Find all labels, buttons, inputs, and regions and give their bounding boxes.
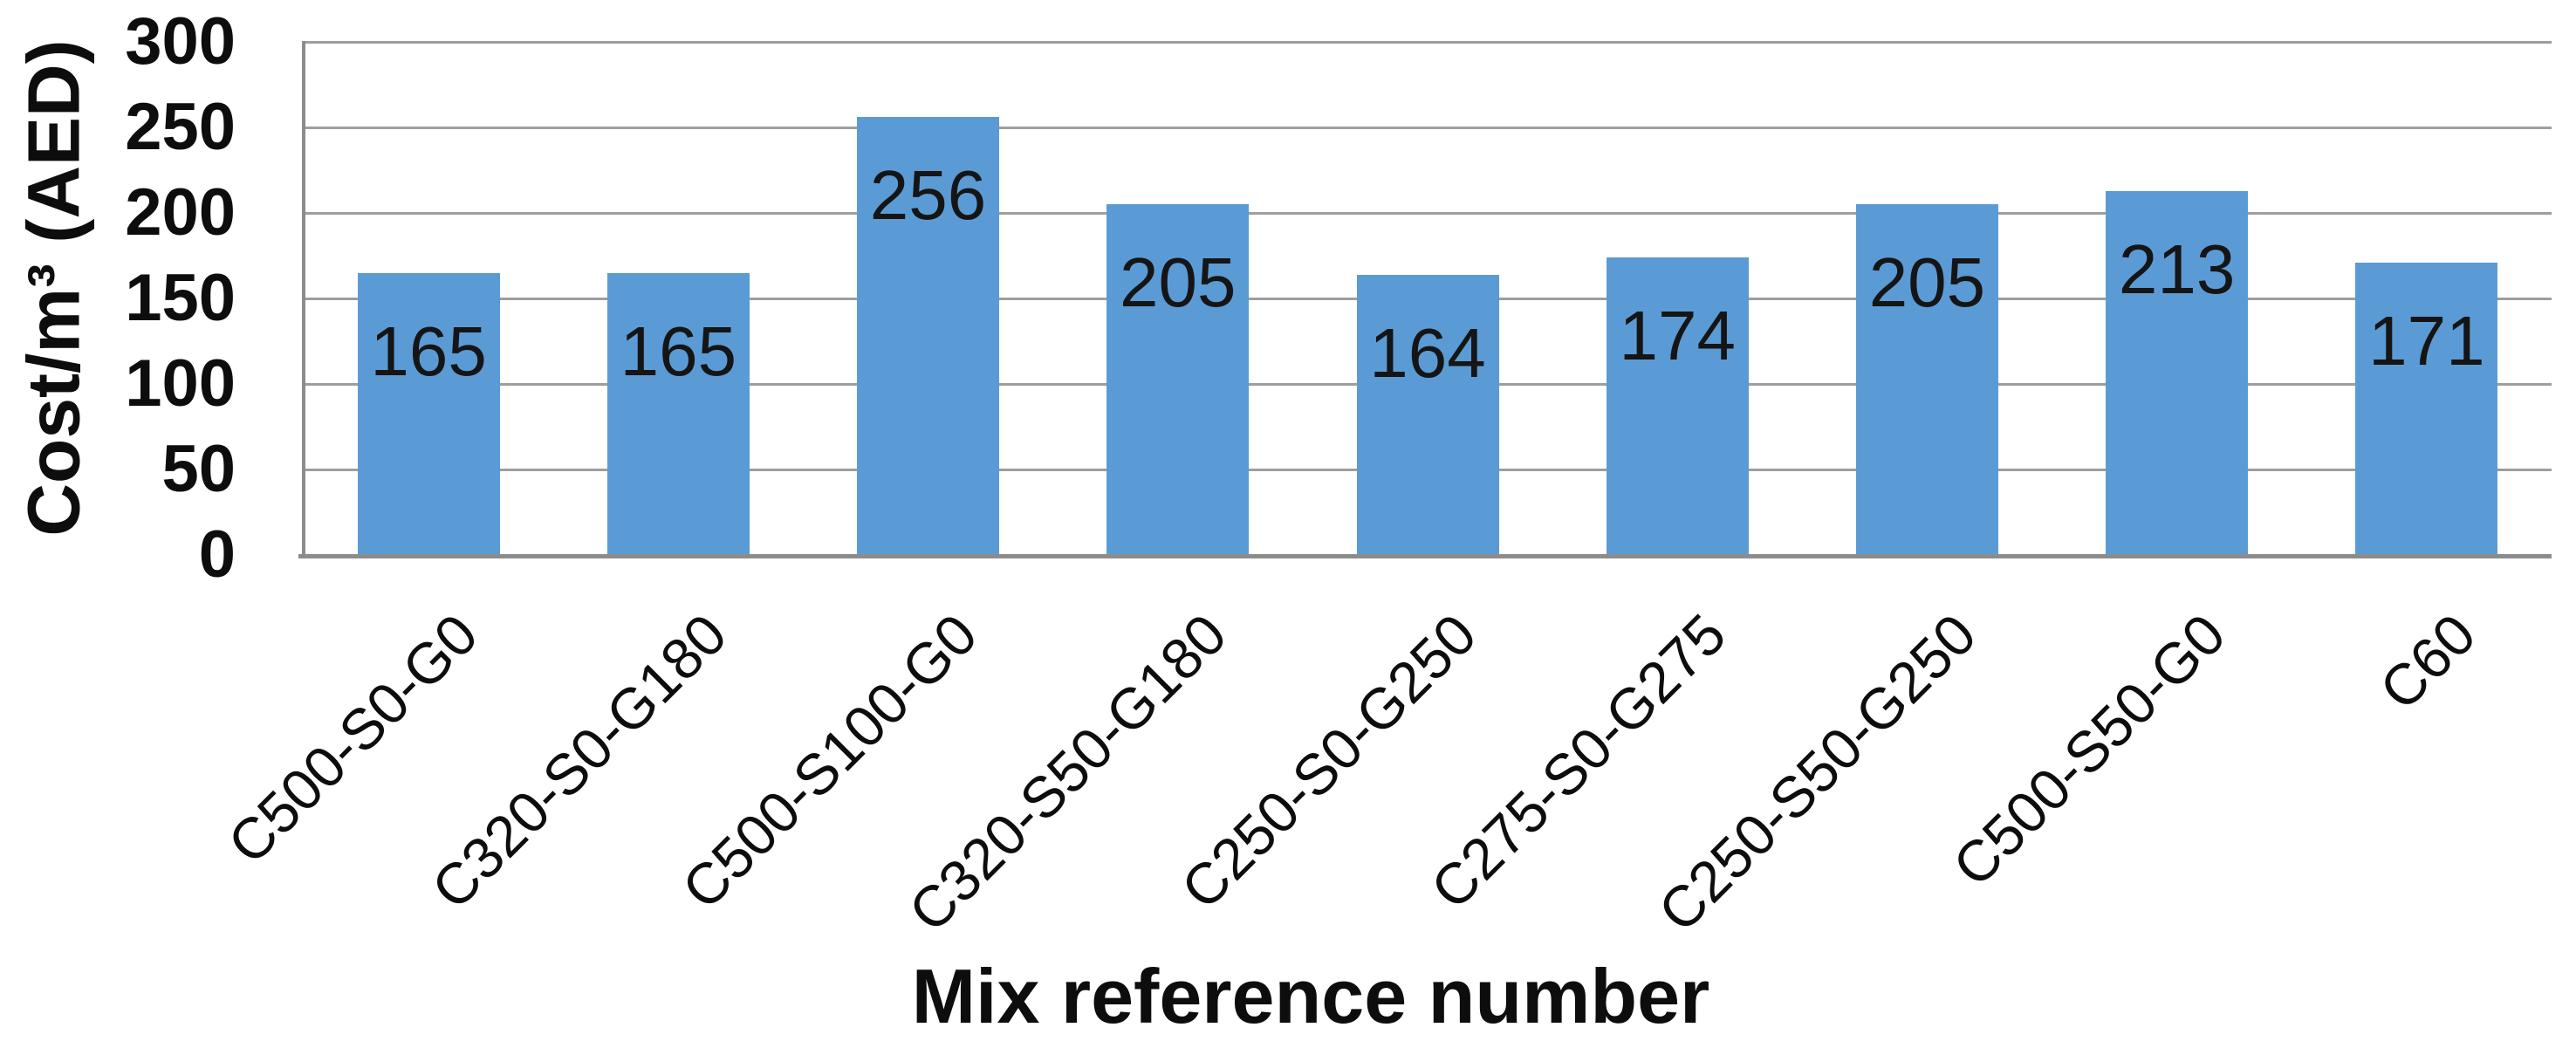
gridline bbox=[304, 126, 2552, 129]
bar bbox=[2355, 262, 2498, 555]
bar bbox=[606, 272, 750, 555]
x-category-label: C60 bbox=[2367, 601, 2488, 723]
y-tick-label: 50 bbox=[161, 432, 236, 506]
bar bbox=[2106, 190, 2249, 555]
x-category-label: C500-S0-G0 bbox=[215, 601, 490, 876]
y-axis-title: Cost/m³ (AED) bbox=[12, 39, 95, 537]
bar-value-label: 213 bbox=[2118, 229, 2236, 308]
bar bbox=[1356, 274, 1499, 555]
bar-value-label: 164 bbox=[1369, 313, 1486, 392]
x-axis-line bbox=[298, 554, 2552, 558]
bar-value-label: 205 bbox=[1868, 243, 1986, 322]
bar-value-label: 174 bbox=[1619, 296, 1736, 374]
bar-value-label: 256 bbox=[869, 156, 987, 235]
gridline bbox=[304, 40, 2552, 44]
bar-value-label: 205 bbox=[1120, 243, 1237, 322]
y-tick-label: 250 bbox=[125, 90, 236, 164]
y-tick-label: 100 bbox=[125, 346, 236, 421]
x-axis-title: Mix reference number bbox=[911, 953, 1710, 1039]
bar bbox=[1606, 257, 1749, 555]
y-tick-label: 200 bbox=[125, 175, 236, 250]
y-tick-label: 0 bbox=[198, 517, 236, 592]
bar bbox=[1106, 204, 1250, 555]
gridline bbox=[304, 211, 2552, 215]
bar-value-label: 171 bbox=[2368, 301, 2485, 380]
bar-value-label: 165 bbox=[620, 312, 737, 390]
bar bbox=[357, 272, 500, 555]
bar-value-label: 165 bbox=[370, 312, 487, 390]
y-axis-line bbox=[302, 41, 305, 557]
y-tick-label: 300 bbox=[125, 4, 236, 79]
bar bbox=[857, 117, 1000, 555]
bar bbox=[1855, 204, 1998, 555]
y-tick-label: 150 bbox=[125, 261, 236, 335]
